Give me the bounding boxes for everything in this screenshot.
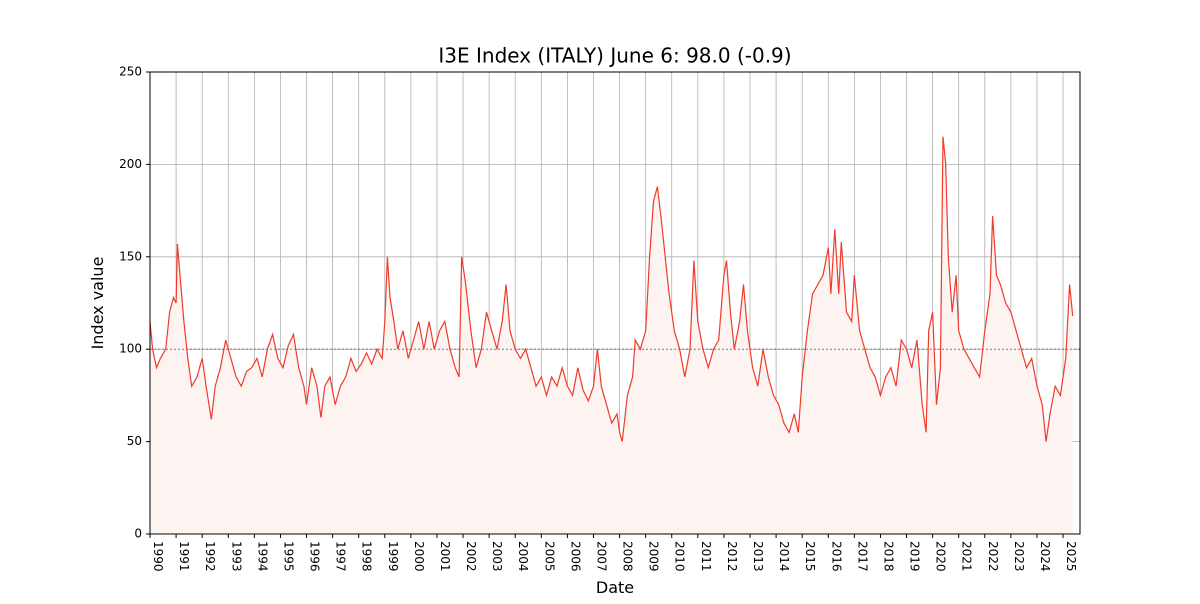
x-tick-label: 2025 xyxy=(1064,541,1078,572)
x-tick-label: 2022 xyxy=(986,541,1000,572)
x-tick-label: 2003 xyxy=(490,541,504,572)
line xyxy=(149,136,1074,442)
y-tick-label: 0 xyxy=(134,527,142,541)
x-tick-label: 2000 xyxy=(412,541,426,572)
x-tick-label: 2024 xyxy=(1038,541,1052,572)
x-tick-label: 2017 xyxy=(855,541,869,572)
x-tick-label: 1990 xyxy=(151,541,165,572)
x-tick-label: 1994 xyxy=(255,541,269,572)
y-tick-label: 100 xyxy=(119,342,142,356)
x-tick-label: 1993 xyxy=(229,541,243,572)
x-tick-label: 1996 xyxy=(308,541,322,572)
x-tick-label: 2008 xyxy=(621,541,635,572)
x-tick-label: 1992 xyxy=(203,541,217,572)
x-tick-label: 2019 xyxy=(908,541,922,572)
x-tick-label: 2005 xyxy=(542,541,556,572)
x-tick-label: 2002 xyxy=(464,541,478,572)
x-tick-label: 1997 xyxy=(334,541,348,572)
y-tick-label: 200 xyxy=(119,157,142,171)
y-tick-label: 50 xyxy=(127,434,142,448)
x-tick-label: 2012 xyxy=(725,541,739,572)
x-tick-label: 1991 xyxy=(177,541,191,572)
y-tick-label: 150 xyxy=(119,249,142,263)
y-tick-label: 250 xyxy=(119,65,142,79)
x-tick-label: 1995 xyxy=(281,541,295,572)
x-axis-label: Date xyxy=(596,578,634,597)
x-tick-label: 2018 xyxy=(881,541,895,572)
x-tick-label: 2014 xyxy=(777,541,791,572)
x-tick-label: 2016 xyxy=(829,541,843,572)
area xyxy=(150,136,1073,534)
x-tick-label: 2004 xyxy=(516,541,530,572)
x-tick-label: 2009 xyxy=(647,541,661,572)
y-axis-label: Index value xyxy=(88,257,107,350)
x-tick-label: 2011 xyxy=(699,541,713,572)
chart-title: I3E Index (ITALY) June 6: 98.0 (-0.9) xyxy=(438,44,791,68)
x-tick-label: 2007 xyxy=(594,541,608,572)
x-tick-label: 1999 xyxy=(386,541,400,572)
x-tick-label: 2006 xyxy=(568,541,582,572)
x-tick-label: 2020 xyxy=(934,541,948,572)
x-tick-label: 2001 xyxy=(438,541,452,572)
x-tick-label: 2015 xyxy=(803,541,817,572)
x-tick-label: 2023 xyxy=(1012,541,1026,572)
x-tick-label: 2010 xyxy=(673,541,687,572)
x-tick-label: 1998 xyxy=(360,541,374,572)
x-tick-label: 2013 xyxy=(751,541,765,572)
x-tick-label: 2021 xyxy=(960,541,974,572)
plot-frame xyxy=(149,71,1081,535)
